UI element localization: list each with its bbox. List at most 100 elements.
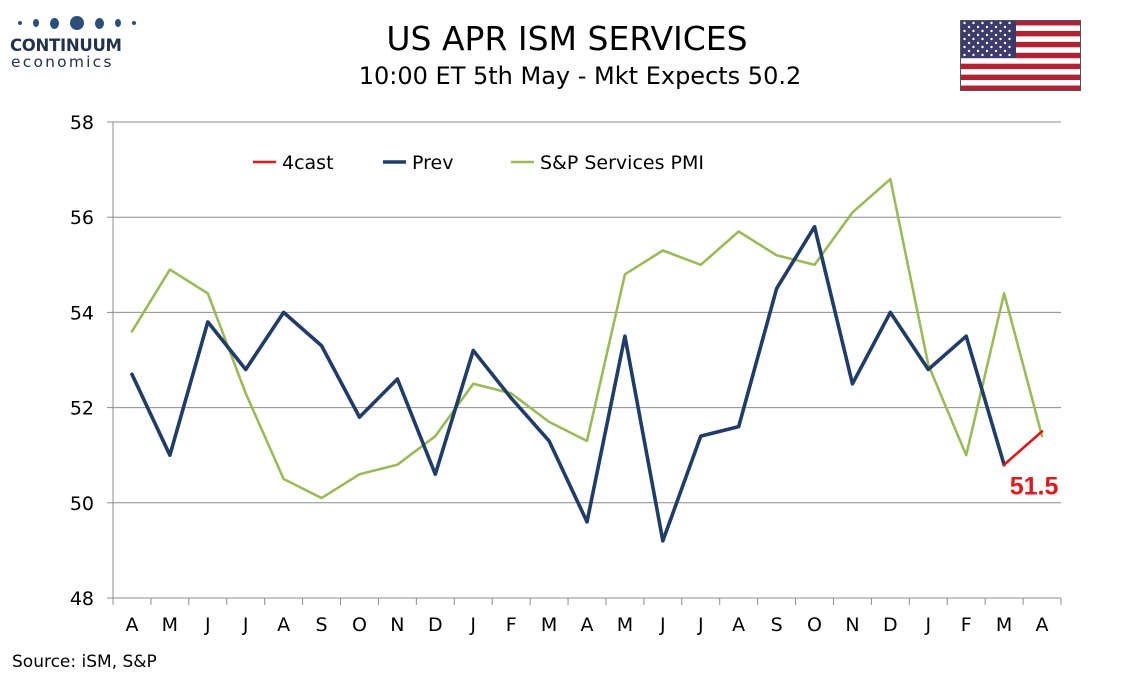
x-tick-label: O xyxy=(352,614,367,636)
flag-star xyxy=(972,29,975,33)
x-tick-label: A xyxy=(125,614,138,636)
logo-dots xyxy=(10,12,150,34)
flag-star xyxy=(976,49,980,53)
x-tick-label: F xyxy=(961,614,972,636)
flag-stripe xyxy=(960,30,1081,37)
flag-stripe xyxy=(960,47,1081,54)
flag-stripe xyxy=(960,85,1081,91)
logo-dot xyxy=(115,19,121,27)
x-tick-label: J xyxy=(697,614,704,636)
logo-dot xyxy=(132,21,136,25)
flag-star xyxy=(967,41,971,45)
x-tick-label: S xyxy=(771,614,783,636)
y-tick-label: 52 xyxy=(70,398,94,420)
flag-star xyxy=(999,37,1002,41)
flag-star xyxy=(967,25,971,29)
logo-dot xyxy=(70,16,84,30)
flag-star xyxy=(976,41,980,45)
flag-star xyxy=(985,25,989,29)
flag-star xyxy=(1003,49,1007,53)
flag-star xyxy=(976,33,980,37)
flag-star xyxy=(972,45,975,49)
x-tick-label: N xyxy=(390,614,404,636)
forecast-value-label: 51.5 xyxy=(1010,472,1059,500)
flag-star xyxy=(981,29,984,33)
x-tick-label: D xyxy=(428,614,443,636)
flag-star xyxy=(981,53,984,57)
x-tick-label: M xyxy=(996,614,1012,636)
flag-star xyxy=(994,25,998,29)
series-line-4cast xyxy=(1002,430,1044,467)
logo-dot xyxy=(18,21,22,25)
logo-dot xyxy=(33,19,39,27)
x-tick-label: N xyxy=(845,614,859,636)
flag-star xyxy=(990,37,993,41)
flag-star xyxy=(1003,33,1007,37)
flag-star xyxy=(994,49,998,53)
flag-star xyxy=(972,53,975,57)
source-note: Source: iSM, S&P xyxy=(12,652,157,672)
flag-star xyxy=(981,37,984,41)
flag-star xyxy=(999,45,1002,49)
x-tick-label: A xyxy=(1036,614,1049,636)
flag-star xyxy=(1008,29,1011,33)
flag-star xyxy=(985,49,989,53)
continuum-economics-logo: CONTINUUM economics xyxy=(10,12,150,82)
flag-stripe xyxy=(960,52,1081,59)
x-tick-label: M xyxy=(541,614,557,636)
x-tick-label: S xyxy=(316,614,328,636)
flag-stripe xyxy=(960,20,1081,26)
x-tick-label: A xyxy=(732,614,745,636)
flag-star xyxy=(1003,25,1007,29)
flag-star xyxy=(999,53,1002,57)
x-tick-label: J xyxy=(469,614,476,636)
flag-star xyxy=(1008,21,1011,25)
y-tick-label: 58 xyxy=(70,112,94,134)
flag-star xyxy=(1003,41,1007,45)
x-tick-label: J xyxy=(242,614,249,636)
flag-stripe xyxy=(960,63,1081,70)
x-tick-label: M xyxy=(617,614,633,636)
logo-dot xyxy=(50,17,59,29)
chart-subtitle: 10:00 ET 5th May - Mkt Expects 50.2 xyxy=(358,62,802,90)
flag-star xyxy=(967,33,971,37)
flag-star xyxy=(976,25,980,29)
flag-star xyxy=(985,33,989,37)
x-tick-label: A xyxy=(581,614,594,636)
flag-star xyxy=(990,53,993,57)
flag-star xyxy=(963,37,966,41)
flag-stripe xyxy=(960,58,1081,64)
y-tick-label: 56 xyxy=(70,207,94,229)
x-tick-label: J xyxy=(924,614,931,636)
y-tick-label: 54 xyxy=(70,302,94,324)
legend-label: Prev xyxy=(412,152,453,174)
x-tick-label: F xyxy=(506,614,517,636)
flag-star xyxy=(1008,53,1011,57)
flag-stripe xyxy=(960,74,1081,81)
flag-star xyxy=(981,45,984,49)
flag-stripe xyxy=(960,69,1081,75)
x-tick-label: M xyxy=(162,614,178,636)
x-tick-label: J xyxy=(659,614,666,636)
flag-star xyxy=(994,41,998,45)
chart-title: US APR ISM SERVICES xyxy=(386,19,748,58)
legend-label: S&P Services PMI xyxy=(540,152,704,174)
flag-star xyxy=(967,49,971,53)
flag-star xyxy=(999,21,1002,25)
x-tick-label: J xyxy=(204,614,211,636)
x-tick-label: D xyxy=(883,614,898,636)
flag-stripe xyxy=(960,41,1081,48)
logo-dot xyxy=(95,17,104,29)
flag-star xyxy=(999,29,1002,33)
flag-star xyxy=(963,53,966,57)
flag-star xyxy=(972,21,975,25)
legend-label: 4cast xyxy=(282,152,334,174)
flag-stripe xyxy=(960,36,1081,43)
x-tick-label: O xyxy=(807,614,822,636)
flag-star xyxy=(985,41,989,45)
series-line-s-p-services-pmi xyxy=(130,177,1044,500)
us-flag-icon xyxy=(960,20,1081,91)
logo-subtitle: economics xyxy=(11,53,114,71)
flag-star xyxy=(981,21,984,25)
